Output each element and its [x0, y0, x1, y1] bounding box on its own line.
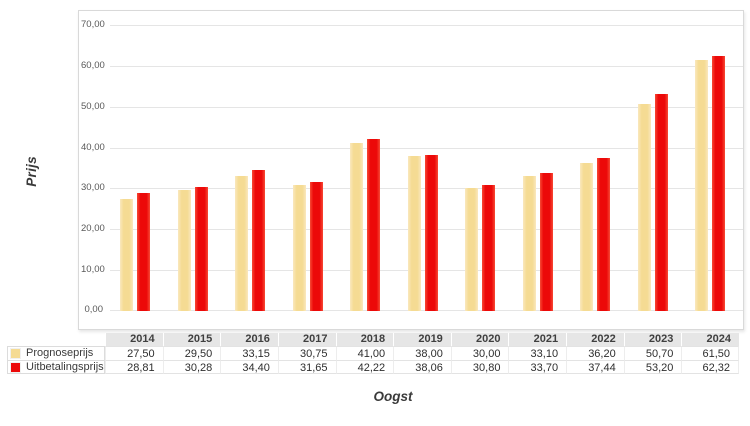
- cell-uitbetalingsprijs-2018: 42,22: [335, 360, 394, 374]
- bar-group-2018: [340, 25, 398, 311]
- bar-prognoseprijs-2018: [350, 143, 363, 311]
- cell-uitbetalingsprijs-2021: 33,70: [508, 360, 567, 374]
- bar-prognoseprijs-2017: [292, 185, 306, 311]
- chart-area: 70,00 60,00 50,00 40,00 30,00 20,00 10,00 0,00: [78, 10, 744, 330]
- year-header-2018: 2018: [335, 333, 394, 346]
- legend-swatch-prognoseprijs: [10, 348, 21, 359]
- cell-uitbetalingsprijs-2022: 37,44: [566, 360, 624, 374]
- y-tick-label-70: 70,00: [81, 19, 105, 30]
- year-header-2015: 2015: [162, 333, 221, 346]
- bar-uitbetalingsprijs-2023: [654, 94, 668, 311]
- x-axis-title: Oogst: [373, 389, 413, 404]
- year-header-2024: 2024: [681, 333, 739, 346]
- bar-prognoseprijs-2019: [407, 156, 421, 311]
- table-corner-cell: [7, 333, 105, 346]
- year-header-2022: 2022: [566, 333, 624, 346]
- plot-area: [110, 25, 743, 311]
- bar-uitbetalingsprijs-2016: [252, 170, 265, 311]
- bar-group-2023: [628, 25, 685, 311]
- year-header-2021: 2021: [508, 333, 567, 346]
- bar-group-2022: [570, 25, 628, 311]
- bar-group-2015: [168, 25, 225, 311]
- gridline-60: [110, 66, 743, 67]
- cell-uitbetalingsprijs-2024: 62,32: [681, 360, 739, 374]
- y-tick-label-30: 30,00: [81, 182, 105, 193]
- bar-uitbetalingsprijs-2021: [539, 173, 553, 311]
- y-tick-label-50: 50,00: [81, 101, 105, 112]
- legend-item-uitbetalingsprijs: Uitbetalingsprijs: [7, 360, 105, 374]
- y-tick-label-20: 20,00: [81, 223, 105, 234]
- legend-label-prognoseprijs: Prognoseprijs: [26, 347, 94, 359]
- bar-group-2019: [398, 25, 455, 311]
- bar-uitbetalingsprijs-2020: [482, 185, 495, 311]
- cell-uitbetalingsprijs-2017: 31,65: [277, 360, 336, 374]
- bar-uitbetalingsprijs-2017: [309, 182, 323, 311]
- cell-prognoseprijs-2018: 41,00: [335, 346, 394, 360]
- bar-uitbetalingsprijs-2024: [712, 56, 725, 311]
- legend-item-prognoseprijs: Prognoseprijs: [7, 346, 105, 360]
- bar-prognoseprijs-2023: [637, 104, 651, 311]
- cell-prognoseprijs-2020: 30,00: [450, 346, 509, 360]
- bar-prognoseprijs-2014: [120, 199, 133, 311]
- bar-group-2016: [225, 25, 283, 311]
- cell-prognoseprijs-2024: 61,50: [681, 346, 739, 360]
- year-header-2014: 2014: [105, 333, 163, 346]
- year-header-2017: 2017: [277, 333, 336, 346]
- y-tick-label-60: 60,00: [81, 60, 105, 71]
- year-header-2016: 2016: [220, 333, 278, 346]
- cell-prognoseprijs-2022: 36,20: [566, 346, 624, 360]
- y-tick-label-0: 0,00: [84, 304, 104, 315]
- cell-uitbetalingsprijs-2023: 53,20: [623, 360, 682, 374]
- year-header-2023: 2023: [623, 333, 682, 346]
- bar-group-2024: [685, 25, 743, 311]
- bar-group-2014: [110, 25, 168, 311]
- cell-uitbetalingsprijs-2015: 30,28: [162, 360, 221, 374]
- year-header-2019: 2019: [393, 333, 451, 346]
- cell-prognoseprijs-2015: 29,50: [162, 346, 221, 360]
- cell-uitbetalingsprijs-2020: 30,80: [450, 360, 509, 374]
- cell-prognoseprijs-2017: 30,75: [277, 346, 336, 360]
- legend-swatch-uitbetalingsprijs: [10, 361, 21, 373]
- bar-group-2020: [455, 25, 513, 311]
- cell-prognoseprijs-2014: 27,50: [105, 346, 163, 360]
- bar-prognoseprijs-2024: [695, 60, 708, 311]
- cell-uitbetalingsprijs-2014: 28,81: [105, 360, 163, 374]
- bar-uitbetalingsprijs-2014: [137, 193, 150, 311]
- gridline-70: [110, 25, 743, 26]
- bar-uitbetalingsprijs-2018: [367, 139, 380, 311]
- gridline-50: [110, 107, 743, 108]
- bar-prognoseprijs-2021: [522, 176, 536, 311]
- year-header-2020: 2020: [450, 333, 509, 346]
- cell-prognoseprijs-2019: 38,00: [393, 346, 451, 360]
- bar-uitbetalingsprijs-2015: [194, 187, 208, 311]
- y-axis-title: Prijs: [24, 156, 39, 187]
- cell-uitbetalingsprijs-2019: 38,06: [393, 360, 451, 374]
- bar-group-2021: [513, 25, 570, 311]
- bar-uitbetalingsprijs-2019: [424, 155, 438, 311]
- legend-label-uitbetalingsprijs: Uitbetalingsprijs: [26, 360, 104, 373]
- bar-prognoseprijs-2016: [235, 176, 248, 311]
- y-tick-label-40: 40,00: [81, 142, 105, 153]
- cell-prognoseprijs-2023: 50,70: [623, 346, 682, 360]
- y-tick-label-10: 10,00: [81, 264, 105, 275]
- bar-uitbetalingsprijs-2022: [597, 158, 610, 311]
- gridline-40: [110, 148, 743, 149]
- bar-prognoseprijs-2020: [465, 188, 478, 311]
- cell-uitbetalingsprijs-2016: 34,40: [220, 360, 278, 374]
- bar-prognoseprijs-2022: [580, 163, 593, 311]
- cell-prognoseprijs-2016: 33,15: [220, 346, 278, 360]
- chart-data-table: 2014 2015 2016 2017 2018 2019 2020 2021 2022 2023…: [7, 333, 739, 374]
- bar-prognoseprijs-2015: [177, 190, 191, 311]
- bar-group-2017: [283, 25, 340, 311]
- cell-prognoseprijs-2021: 33,10: [508, 346, 567, 360]
